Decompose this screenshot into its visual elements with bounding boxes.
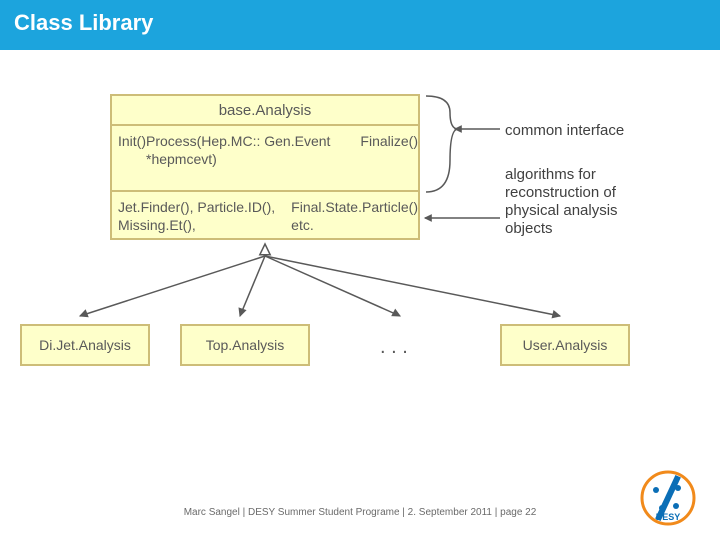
class-diagram: base.AnalysisInit()Process(Hep.MC:: Gen.…: [0, 94, 720, 474]
svg-text:DESY: DESY: [656, 512, 681, 522]
slide-header: Class Library: [0, 0, 720, 50]
footer-text: Marc Sangel | DESY Summer Student Progra…: [184, 507, 537, 518]
slide-footer: Marc Sangel | DESY Summer Student Progra…: [0, 502, 720, 520]
slide-title: Class Library: [14, 10, 706, 36]
desy-logo: DESY: [640, 470, 696, 526]
arrows-layer: [0, 94, 720, 474]
